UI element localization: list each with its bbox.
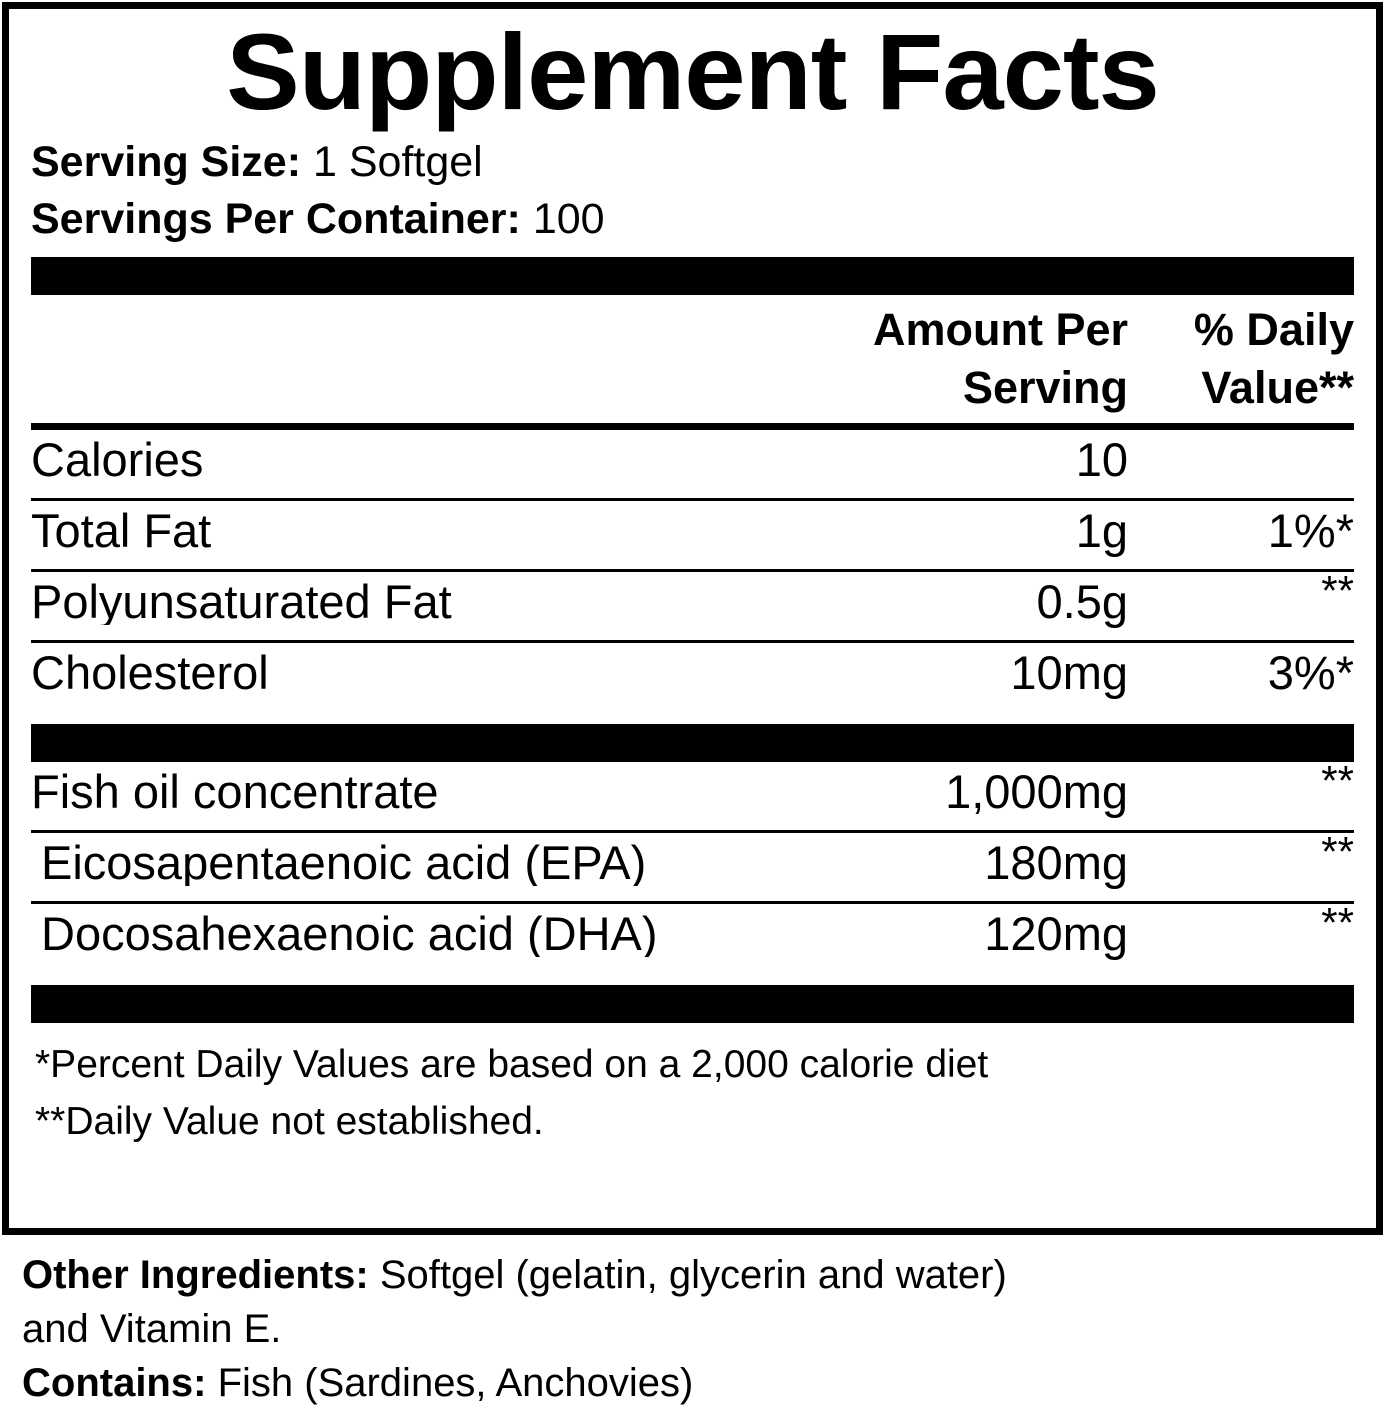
footnote-percent-daily-value: *Percent Daily Values are based on a 2,0…: [35, 1043, 989, 1087]
serving-size-line: Serving Size: 1 Softgel: [31, 127, 1354, 184]
table-row: Eicosapentaenoic acid (EPA) 180mg **: [31, 828, 1354, 901]
nutrient-daily-value: 3%*: [1267, 646, 1354, 700]
table-row: Fish oil concentrate 1,000mg **: [31, 757, 1354, 830]
nutrient-daily-value: **: [1321, 899, 1354, 947]
footnote-daily-value-not-established: **Daily Value not established.: [35, 1100, 544, 1144]
row-divider: [31, 640, 1354, 644]
contains-line: Contains: Fish (Sardines, Anchovies): [22, 1356, 1372, 1410]
table-row: Docosahexaenoic acid (DHA) 120mg **: [31, 899, 1354, 972]
nutrient-name: Calories: [31, 436, 204, 484]
nutrient-amount: 0.5g: [1036, 575, 1128, 629]
divider-bar-top: [31, 257, 1354, 296]
table-row: Polyunsaturated Fat 0.5g **: [31, 567, 1354, 640]
nutrient-amount: 120mg: [984, 907, 1128, 961]
servings-per-container-value: 100: [532, 195, 605, 244]
contains-label: Contains:: [22, 1361, 207, 1405]
servings-per-container-label: Servings Per Container:: [31, 195, 521, 244]
nutrient-name: Fish oil concentrate: [31, 768, 439, 816]
nutrient-amount: 10mg: [1010, 646, 1128, 700]
table-row: Calories 10: [31, 430, 1354, 498]
serving-size-value: 1 Softgel: [312, 138, 483, 187]
page-title: Supplement Facts: [226, 11, 1159, 132]
amount-per-serving-header-line1: Amount Per: [872, 304, 1128, 356]
nutrient-name: Polyunsaturated Fat: [31, 578, 452, 626]
other-ingredients-value-line2: and Vitamin E.: [22, 1307, 282, 1351]
nutrient-amount: 1g: [1075, 504, 1128, 558]
contains-value: Fish (Sardines, Anchovies): [217, 1361, 694, 1405]
serving-size-label: Serving Size:: [31, 138, 302, 187]
row-divider: [31, 498, 1354, 502]
other-ingredients-value-line1: Softgel (gelatin, glycerin and water): [379, 1253, 1007, 1297]
row-divider: [31, 901, 1354, 905]
nutrient-name: Total Fat: [31, 507, 212, 555]
ingredients-section: Other Ingredients: Softgel (gelatin, gly…: [22, 1248, 1372, 1410]
other-ingredients-label: Other Ingredients:: [22, 1253, 369, 1297]
nutrient-daily-value: 1%*: [1267, 504, 1354, 558]
table-row: Cholesterol 10mg 3%*: [31, 643, 1354, 711]
rule-under-column-headers: [31, 423, 1354, 431]
nutrient-name: Docosahexaenoic acid (DHA): [41, 910, 658, 958]
supplement-facts-panel: Supplement Facts Serving Size: 1 Softgel…: [2, 2, 1383, 1235]
nutrient-amount: 1,000mg: [945, 765, 1128, 819]
nutrient-amount: 180mg: [984, 836, 1128, 890]
servings-per-container-line: Servings Per Container: 100: [31, 184, 1354, 241]
divider-bar-mid: [31, 724, 1354, 763]
daily-value-header-line2: Value**: [1201, 362, 1354, 414]
nutrient-amount: 10: [1075, 433, 1128, 487]
divider-bar-bottom: [31, 985, 1354, 1024]
nutrient-name: Eicosapentaenoic acid (EPA): [41, 839, 647, 887]
row-divider: [31, 569, 1354, 573]
column-headers: Amount Per % Daily Serving Value**: [31, 295, 1354, 423]
amount-per-serving-header-line2: Serving: [962, 362, 1128, 414]
nutrient-name: Cholesterol: [31, 649, 269, 697]
daily-value-header-line1: % Daily: [1193, 304, 1354, 356]
nutrient-daily-value: **: [1321, 567, 1354, 615]
other-ingredients-line1: Other Ingredients: Softgel (gelatin, gly…: [22, 1248, 1372, 1302]
row-divider: [31, 830, 1354, 834]
nutrient-daily-value: **: [1321, 828, 1354, 876]
nutrient-daily-value: **: [1321, 757, 1354, 805]
table-row: Total Fat 1g 1%*: [31, 501, 1354, 569]
other-ingredients-line2: and Vitamin E.: [22, 1302, 1372, 1356]
